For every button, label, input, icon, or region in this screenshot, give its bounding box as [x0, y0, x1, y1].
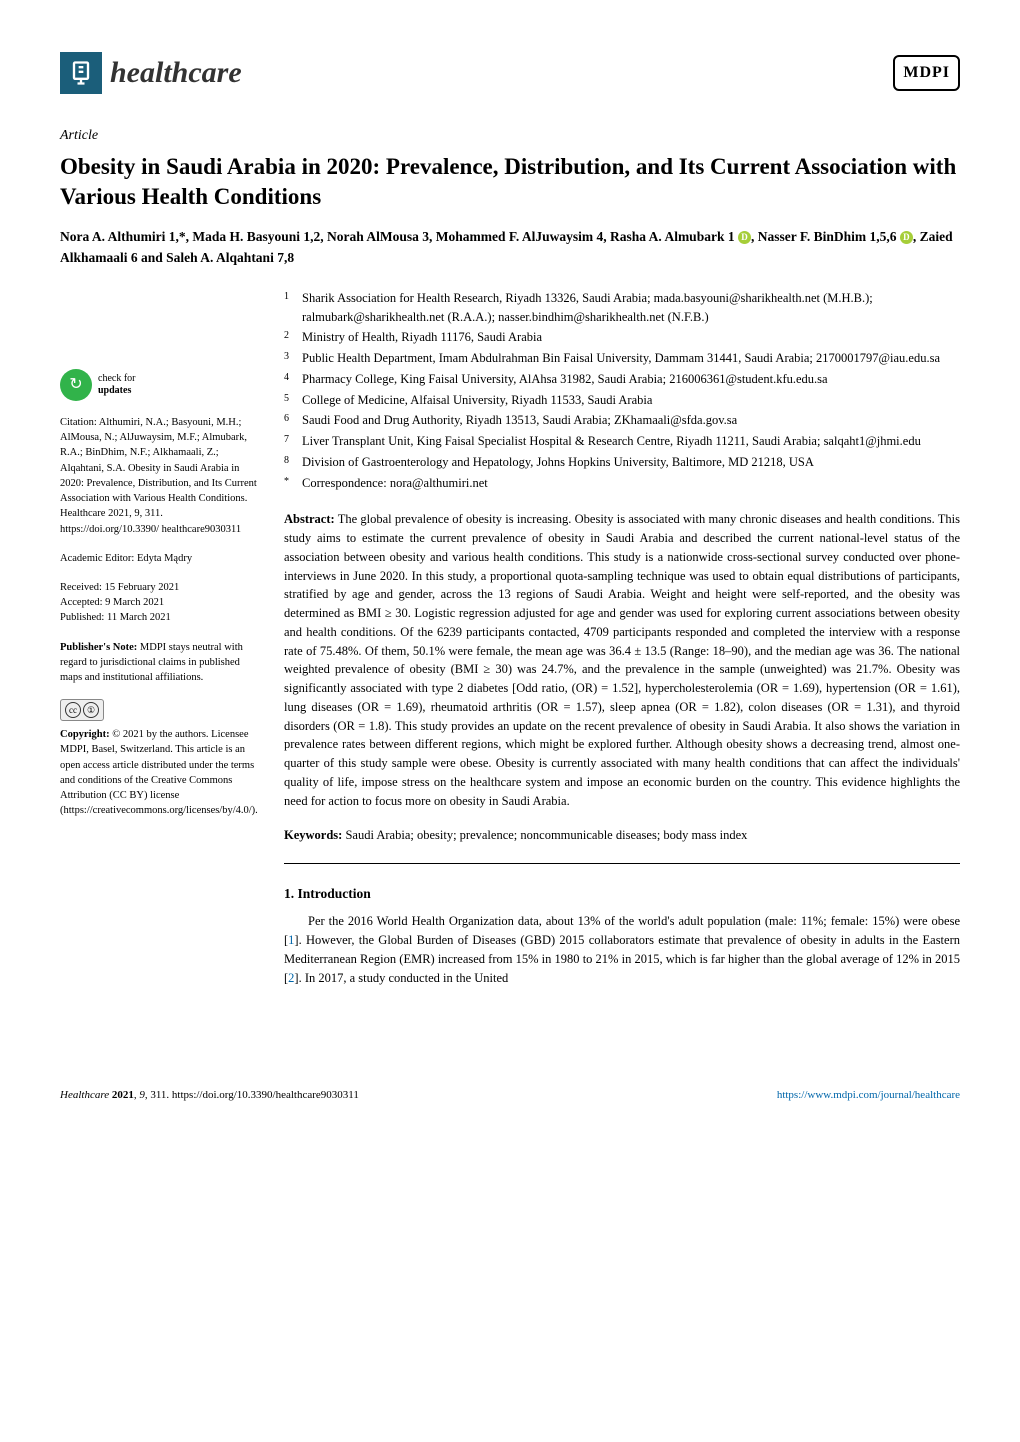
affiliations-list: 1Sharik Association for Health Research,…	[284, 289, 960, 493]
ref-link[interactable]: 1	[288, 933, 294, 947]
affiliation-text: Saudi Food and Drug Authority, Riyadh 13…	[302, 411, 737, 430]
copyright-block: Copyright: © 2021 by the authors. Licens…	[60, 727, 260, 818]
abstract-block: Abstract: The global prevalence of obesi…	[284, 510, 960, 810]
affiliation-item: 7Liver Transplant Unit, King Faisal Spec…	[284, 432, 960, 451]
academic-editor: Academic Editor: Edyta Mądry	[60, 551, 260, 566]
received-date: Received: 15 February 2021	[60, 580, 260, 595]
keywords-text: Saudi Arabia; obesity; prevalence; nonco…	[342, 828, 747, 842]
header-row: healthcare MDPI	[60, 50, 960, 95]
affiliation-item: 3Public Health Department, Imam Abdulrah…	[284, 349, 960, 368]
affiliation-text: Sharik Association for Health Research, …	[302, 289, 960, 327]
journal-logo: healthcare	[60, 50, 242, 95]
affiliation-item: 4Pharmacy College, King Faisal Universit…	[284, 370, 960, 389]
cc-icon: cc	[65, 702, 81, 718]
cc-badge: cc ①	[60, 699, 104, 721]
affiliation-text: Division of Gastroenterology and Hepatol…	[302, 453, 814, 472]
check-label2: updates	[98, 385, 131, 396]
affiliation-text: Liver Transplant Unit, King Faisal Speci…	[302, 432, 921, 451]
affiliation-item: 1Sharik Association for Health Research,…	[284, 289, 960, 327]
journal-icon	[60, 52, 102, 94]
footer-right[interactable]: https://www.mdpi.com/journal/healthcare	[777, 1087, 960, 1104]
authors-line: Nora A. Althumiri 1,*, Mada H. Basyouni …	[60, 226, 960, 269]
footer-left: Healthcare 2021, 9, 311. https://doi.org…	[60, 1087, 359, 1104]
article-type: Article	[60, 125, 960, 146]
correspondence-text: Correspondence: nora@althumiri.net	[302, 474, 488, 493]
citation-text: Citation: Althumiri, N.A.; Basyouni, M.H…	[60, 417, 257, 535]
ref-link[interactable]: 2	[288, 971, 294, 985]
check-label1: check for	[98, 373, 135, 384]
authors-part2: , Nasser F. BinDhim 1,5,6	[751, 229, 900, 244]
check-updates-text: check for updates	[98, 373, 135, 397]
article-title: Obesity in Saudi Arabia in 2020: Prevale…	[60, 152, 960, 212]
affiliation-item: 8Division of Gastroenterology and Hepato…	[284, 453, 960, 472]
published-date: Published: 11 March 2021	[60, 610, 260, 625]
dates-block: Received: 15 February 2021 Accepted: 9 M…	[60, 580, 260, 626]
section-title: 1. Introduction	[284, 884, 960, 904]
affiliation-text: Pharmacy College, King Faisal University…	[302, 370, 828, 389]
publishers-note: Publisher's Note: MDPI stays neutral wit…	[60, 640, 260, 686]
affiliation-item: 6Saudi Food and Drug Authority, Riyadh 1…	[284, 411, 960, 430]
accepted-date: Accepted: 9 March 2021	[60, 595, 260, 610]
page-footer: Healthcare 2021, 9, 311. https://doi.org…	[0, 1087, 1020, 1124]
affiliation-text: College of Medicine, Alfaisal University…	[302, 391, 652, 410]
authors-part1: Nora A. Althumiri 1,*, Mada H. Basyouni …	[60, 229, 738, 244]
orcid-icon: D	[900, 231, 913, 244]
publisher-logo: MDPI	[893, 55, 960, 91]
affiliation-item: 5College of Medicine, Alfaisal Universit…	[284, 391, 960, 410]
citation-block: Citation: Althumiri, N.A.; Basyouni, M.H…	[60, 415, 260, 537]
sidebar-column: ↻ check for updates Citation: Althumiri,…	[60, 289, 260, 988]
copyright-text: © 2021 by the authors. Licensee MDPI, Ba…	[60, 729, 258, 816]
affiliation-item: 2Ministry of Health, Riyadh 11176, Saudi…	[284, 328, 960, 347]
affiliation-item: *Correspondence: nora@althumiri.net	[284, 474, 960, 493]
keywords-block: Keywords: Saudi Arabia; obesity; prevale…	[284, 826, 960, 845]
by-icon: ①	[83, 702, 99, 718]
abstract-label: Abstract:	[284, 512, 335, 526]
affiliation-text: Ministry of Health, Riyadh 11176, Saudi …	[302, 328, 542, 347]
intro-paragraph: Per the 2016 World Health Organization d…	[284, 912, 960, 987]
section-divider	[284, 863, 960, 864]
check-updates-icon: ↻	[60, 369, 92, 401]
journal-name: healthcare	[110, 50, 242, 95]
main-column: 1 Sharik Association for Health Research,…	[284, 289, 960, 988]
affiliation-text: Public Health Department, Imam Abdulrahm…	[302, 349, 940, 368]
license-badges: cc ①	[60, 699, 260, 721]
check-updates-badge[interactable]: ↻ check for updates	[60, 369, 260, 401]
orcid-icon: D	[738, 231, 751, 244]
keywords-label: Keywords:	[284, 828, 342, 842]
abstract-text: The global prevalence of obesity is incr…	[284, 512, 960, 807]
